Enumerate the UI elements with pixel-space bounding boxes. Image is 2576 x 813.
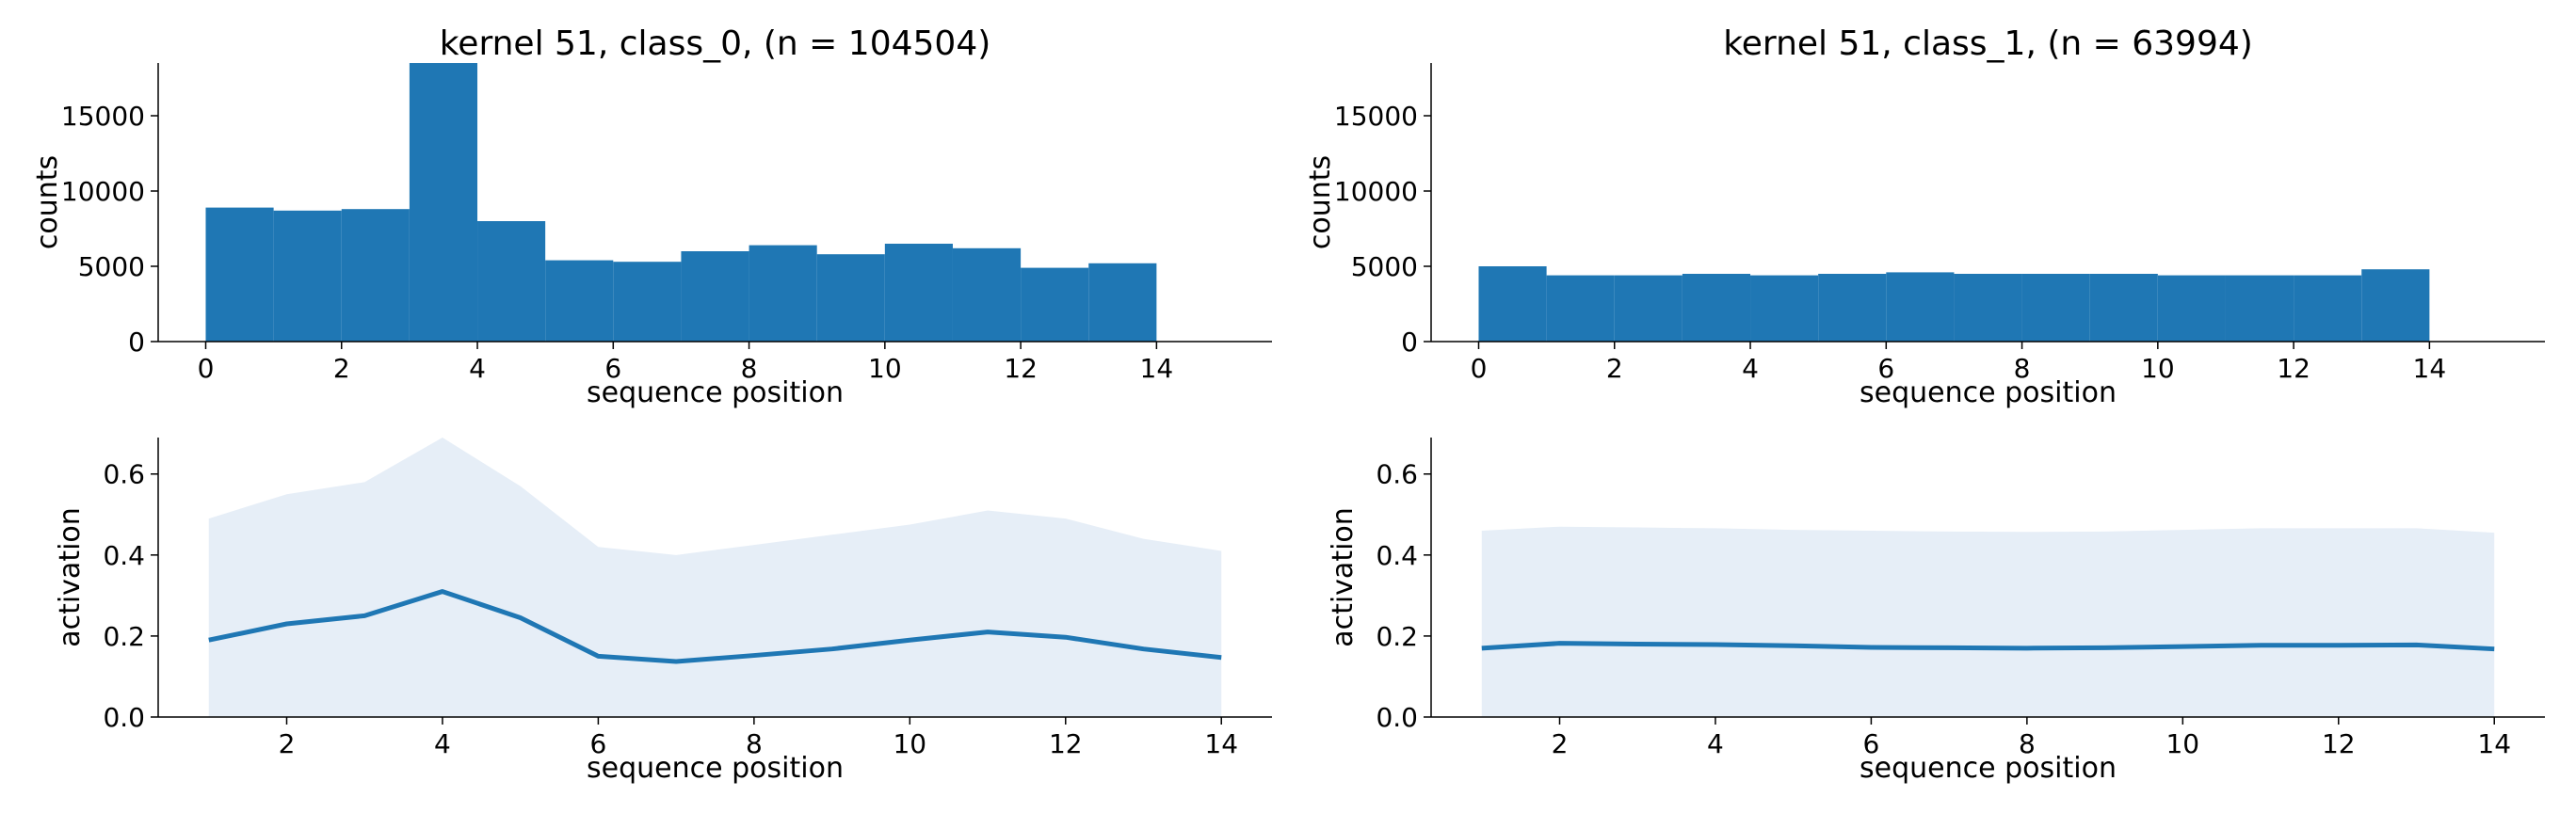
x-tick-label: 4 bbox=[1742, 353, 1759, 384]
x-axis-label: sequence position bbox=[1860, 376, 2117, 409]
x-tick-label: 10 bbox=[2165, 728, 2199, 759]
activation-plot-class-0: 2 4 6 8 10 12 14 0.0 0.2 0.4 0.6 sequence position a… bbox=[54, 438, 1272, 785]
y-tick-label: 0 bbox=[128, 327, 145, 358]
histogram-bar bbox=[2157, 275, 2226, 342]
histogram-bar bbox=[2294, 275, 2362, 342]
x-tick-label: 14 bbox=[2477, 728, 2511, 759]
histogram-bar bbox=[681, 251, 749, 342]
y-tick-label: 15000 bbox=[1334, 101, 1418, 132]
histogram-bar bbox=[2361, 269, 2430, 342]
x-tick-label: 12 bbox=[2322, 728, 2356, 759]
x-tick-label: 12 bbox=[1049, 728, 1083, 759]
x-axis-label: sequence position bbox=[587, 376, 844, 409]
x-tick-label: 8 bbox=[2014, 353, 2031, 384]
y-tick-label: 0.6 bbox=[103, 459, 145, 490]
x-tick-label: 10 bbox=[893, 728, 926, 759]
x-tick-label: 6 bbox=[589, 728, 606, 759]
x-tick-label: 4 bbox=[469, 353, 486, 384]
y-tick-label: 0.4 bbox=[1376, 540, 1418, 571]
histogram-bar bbox=[273, 210, 342, 342]
histogram-bar bbox=[1954, 274, 2022, 342]
x-axis-label: sequence position bbox=[1860, 752, 2117, 785]
histogram-bar bbox=[1088, 263, 1157, 342]
y-tick-label: 0.0 bbox=[103, 702, 145, 733]
x-tick-label: 4 bbox=[1707, 728, 1724, 759]
y-tick-label: 10000 bbox=[61, 176, 145, 207]
y-tick-label: 10000 bbox=[1334, 176, 1418, 207]
y-tick-label: 5000 bbox=[1351, 251, 1418, 282]
x-tick-label: 4 bbox=[434, 728, 451, 759]
histogram-bar bbox=[477, 221, 546, 342]
x-tick-label: 2 bbox=[279, 728, 296, 759]
y-tick-label: 0.4 bbox=[103, 540, 145, 571]
x-tick-label: 6 bbox=[1862, 728, 1879, 759]
chart-title: kernel 51, class_0, (n = 104504) bbox=[440, 24, 991, 63]
histogram-bar bbox=[1886, 272, 1955, 342]
x-tick-label: 6 bbox=[1877, 353, 1894, 384]
activation-band bbox=[1481, 526, 2495, 717]
histogram-class-1: 0 2 4 6 8 10 12 14 0 5000 10000 15000 sequence posit… bbox=[1304, 24, 2545, 409]
histogram-bar bbox=[341, 209, 410, 342]
histogram-bar bbox=[1478, 266, 1547, 342]
y-tick-label: 0.2 bbox=[1376, 621, 1418, 652]
histogram-bar bbox=[2021, 274, 2090, 342]
y-tick-label: 0.0 bbox=[1376, 702, 1418, 733]
activation-line bbox=[208, 589, 1222, 664]
histogram-class-0: 0 2 4 6 8 10 12 14 0 5000 10000 15000 sequence posit… bbox=[31, 24, 1272, 409]
histogram-bar bbox=[884, 244, 953, 342]
x-tick-label: 6 bbox=[604, 353, 621, 384]
y-tick-label: 0.2 bbox=[103, 621, 145, 652]
histogram-bar bbox=[1682, 274, 1751, 342]
x-tick-label: 2 bbox=[1606, 353, 1623, 384]
histogram-bar bbox=[613, 262, 682, 342]
x-tick-label: 14 bbox=[2413, 353, 2447, 384]
x-tick-label: 14 bbox=[1140, 353, 1174, 384]
histogram-bar bbox=[545, 260, 614, 342]
y-axis-label: activation bbox=[1327, 507, 1360, 647]
y-tick-label: 0 bbox=[1401, 327, 1418, 358]
y-tick-label: 0.6 bbox=[1376, 459, 1418, 490]
y-tick-label: 5000 bbox=[78, 251, 145, 282]
histogram-bar bbox=[1614, 275, 1682, 342]
x-tick-label: 10 bbox=[2141, 353, 2175, 384]
x-tick-label: 2 bbox=[1552, 728, 1569, 759]
x-axis-label: sequence position bbox=[587, 752, 844, 785]
histogram-bar bbox=[816, 254, 885, 342]
histogram-bar bbox=[2089, 274, 2158, 342]
x-tick-label: 0 bbox=[198, 353, 215, 384]
x-tick-label: 10 bbox=[868, 353, 902, 384]
y-axis-label: activation bbox=[54, 507, 87, 647]
chart-title: kernel 51, class_1, (n = 63994) bbox=[1723, 24, 2253, 63]
histogram-bar bbox=[1546, 275, 1615, 342]
histogram-bar bbox=[1021, 267, 1089, 342]
histogram-bar bbox=[409, 63, 478, 342]
histogram-bar bbox=[205, 207, 274, 342]
x-tick-label: 12 bbox=[2277, 353, 2310, 384]
activation-line bbox=[1481, 641, 2495, 652]
y-axis-label: counts bbox=[1304, 155, 1337, 249]
histogram-bar bbox=[1750, 275, 1819, 342]
x-tick-label: 2 bbox=[333, 353, 350, 384]
histogram-bar bbox=[952, 247, 1022, 342]
x-tick-label: 8 bbox=[2019, 728, 2036, 759]
histogram-bar bbox=[2225, 275, 2294, 342]
activation-plot-class-1: 2 4 6 8 10 12 14 0.0 0.2 0.4 0.6 sequence position a… bbox=[1327, 438, 2545, 785]
x-tick-label: 8 bbox=[741, 353, 758, 384]
activation-band bbox=[208, 438, 1222, 717]
histogram-bar bbox=[749, 245, 817, 342]
x-tick-label: 14 bbox=[1204, 728, 1238, 759]
x-tick-label: 0 bbox=[1471, 353, 1488, 384]
y-axis-label: counts bbox=[31, 155, 64, 249]
x-tick-label: 8 bbox=[746, 728, 763, 759]
y-tick-label: 15000 bbox=[61, 101, 145, 132]
x-tick-label: 12 bbox=[1004, 353, 1038, 384]
histogram-bar bbox=[1818, 274, 1887, 342]
